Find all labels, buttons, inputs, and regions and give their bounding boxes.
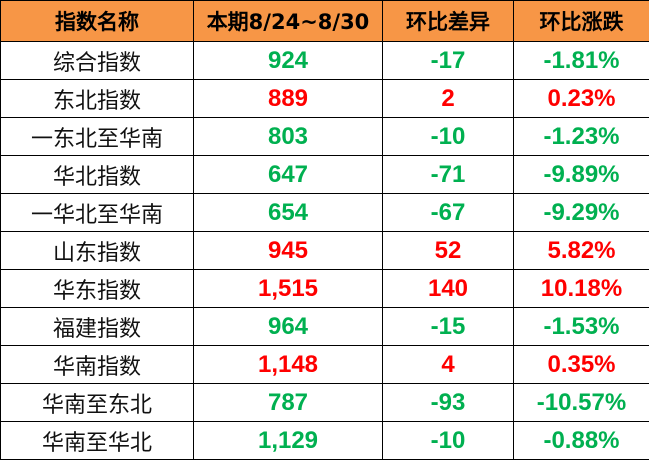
index-diff: 4	[383, 346, 514, 384]
index-value: 1,129	[194, 422, 383, 460]
index-pct-change: -1.53%	[514, 308, 649, 346]
index-value: 803	[194, 118, 383, 156]
index-value: 787	[194, 384, 383, 422]
header-diff: 环比差异	[383, 1, 514, 42]
index-name: 山东指数	[1, 232, 194, 270]
index-diff: -71	[383, 156, 514, 194]
index-value: 889	[194, 80, 383, 118]
index-diff: 2	[383, 80, 514, 118]
index-diff: -93	[383, 384, 514, 422]
index-diff: -10	[383, 422, 514, 460]
index-pct-change: -10.57%	[514, 384, 649, 422]
index-pct-change: 0.23%	[514, 80, 649, 118]
index-name: 综合指数	[1, 42, 194, 80]
header-row: 指数名称 本期8/24~8/30 环比差异 环比涨跌	[1, 1, 649, 42]
index-name: 一东北至华南	[1, 118, 194, 156]
header-name: 指数名称	[1, 1, 194, 42]
index-diff: -17	[383, 42, 514, 80]
index-pct-change: -9.89%	[514, 156, 649, 194]
index-name: 华南至东北	[1, 384, 194, 422]
index-value: 945	[194, 232, 383, 270]
header-pct-change: 环比涨跌	[514, 1, 649, 42]
index-pct-change: -0.88%	[514, 422, 649, 460]
index-diff: -15	[383, 308, 514, 346]
index-pct-change: -9.29%	[514, 194, 649, 232]
header-current-period: 本期8/24~8/30	[194, 1, 383, 42]
index-pct-change: -1.23%	[514, 118, 649, 156]
index-name: 一华北至华南	[1, 194, 194, 232]
index-value: 654	[194, 194, 383, 232]
index-diff: -10	[383, 118, 514, 156]
index-name: 华东指数	[1, 270, 194, 308]
index-name: 福建指数	[1, 308, 194, 346]
index-pct-change: 10.18%	[514, 270, 649, 308]
index-value: 1,148	[194, 346, 383, 384]
index-diff: -67	[383, 194, 514, 232]
index-pct-change: 5.82%	[514, 232, 649, 270]
index-diff: 140	[383, 270, 514, 308]
index-name: 华南至华北	[1, 422, 194, 460]
index-value: 964	[194, 308, 383, 346]
index-value: 647	[194, 156, 383, 194]
index-name: 东北指数	[1, 80, 194, 118]
index-name: 华北指数	[1, 156, 194, 194]
index-pct-change: -1.81%	[514, 42, 649, 80]
index-value: 924	[194, 42, 383, 80]
index-value: 1,515	[194, 270, 383, 308]
index-diff: 52	[383, 232, 514, 270]
index-name: 华南指数	[1, 346, 194, 384]
index-pct-change: 0.35%	[514, 346, 649, 384]
